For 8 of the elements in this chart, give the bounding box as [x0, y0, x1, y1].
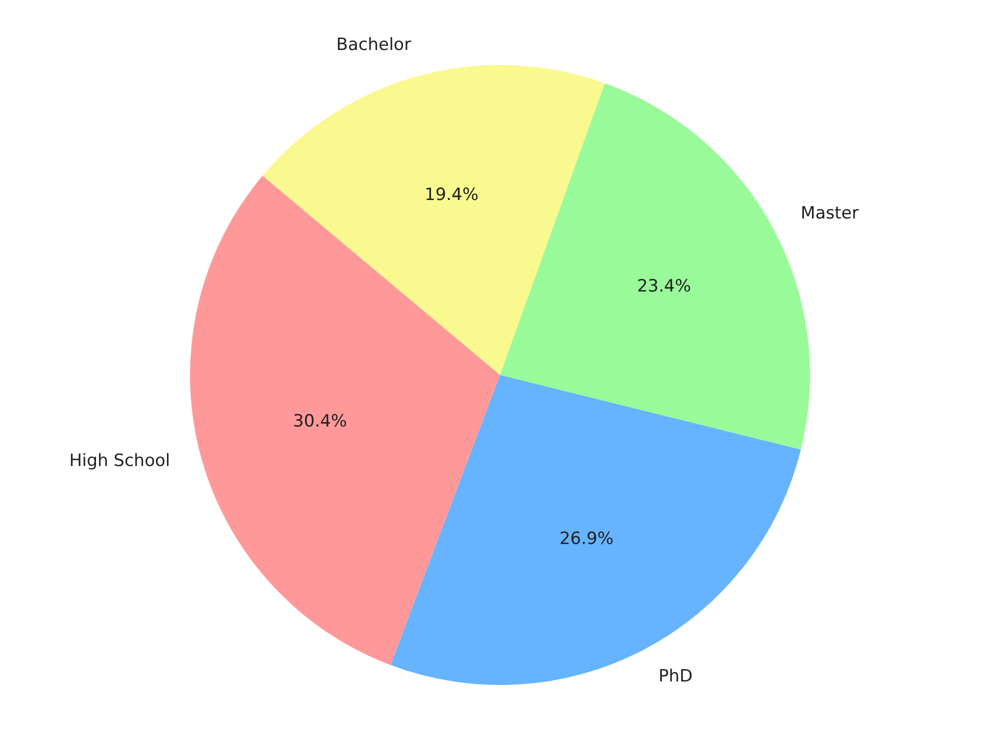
- slice-label: Master: [800, 204, 859, 224]
- data-label: 30.4%: [293, 412, 348, 432]
- slice-label: PhD: [658, 666, 693, 686]
- data-label: 19.4%: [424, 184, 479, 205]
- slice-label: Bachelor: [336, 35, 412, 56]
- data-label: 26.9%: [559, 529, 614, 550]
- data-label: 23.4%: [636, 276, 692, 297]
- slice-label: High School: [69, 450, 170, 471]
